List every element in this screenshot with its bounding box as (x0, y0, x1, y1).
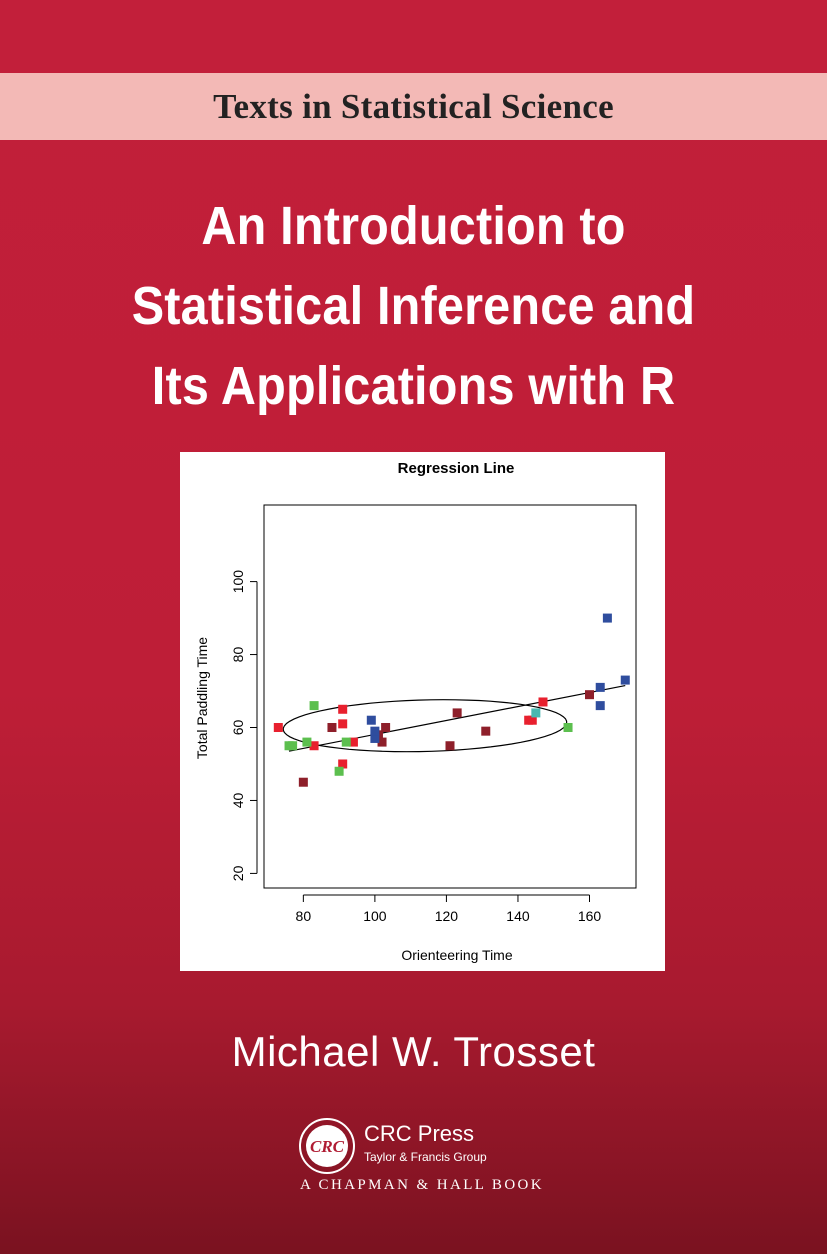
title-line-3: Its Applications with R (151, 356, 676, 416)
series-banner: Texts in Statistical Science (0, 73, 827, 140)
chart-title: Regression Line (398, 460, 515, 477)
data-point (288, 741, 298, 751)
x-tick-label: 80 (296, 908, 312, 924)
data-point (341, 737, 351, 747)
x-axis: 80 100 120 140 160 (296, 894, 602, 924)
data-point (273, 723, 283, 733)
scatter-plot: Regression Line 80 100 120 140 160 20 40 60 80 1… (194, 460, 637, 963)
x-tick-label: 160 (578, 908, 602, 924)
data-point (538, 697, 548, 707)
data-point (595, 701, 605, 711)
data-point (531, 708, 541, 718)
y-axis-label: Total Paddling Time (194, 637, 210, 759)
publisher-group: Taylor & Francis Group (364, 1150, 487, 1164)
data-point (585, 690, 594, 700)
x-tick-label: 120 (435, 908, 459, 924)
data-point (348, 737, 358, 747)
data-point (327, 723, 337, 733)
publisher-imprint: A CHAPMAN & HALL BOOK (300, 1177, 545, 1193)
data-point (338, 704, 348, 714)
crc-press-logo-icon: CRC (299, 1118, 355, 1174)
author-name: Michael W. Trosset (231, 1028, 596, 1075)
x-tick-label: 140 (506, 908, 530, 924)
data-point (338, 719, 348, 729)
data-point (620, 675, 630, 685)
series-title: Texts in Statistical Science (213, 86, 614, 126)
book-title: An Introduction to Statistical Inference… (0, 186, 827, 426)
data-point (445, 741, 455, 751)
data-point (602, 613, 612, 623)
data-point (452, 708, 462, 718)
data-point (481, 726, 491, 736)
title-line-2: Statistical Inference and (131, 276, 696, 336)
x-tick-label: 100 (363, 908, 387, 924)
y-tick-label: 80 (230, 647, 246, 663)
data-point (298, 777, 308, 787)
data-point (377, 737, 387, 747)
x-axis-label: Orienteering Time (401, 947, 512, 963)
data-point (338, 759, 348, 769)
data-point (370, 726, 380, 736)
data-point (370, 733, 380, 743)
data-point (381, 723, 391, 733)
data-point (309, 701, 319, 711)
data-point (302, 737, 312, 747)
data-point (563, 723, 573, 733)
plot-frame (263, 504, 637, 889)
publisher-name: CRC Press (364, 1121, 475, 1146)
cover-chart: Regression Line 80 100 120 140 160 20 40 60 80 1… (180, 452, 665, 971)
data-point (527, 715, 537, 725)
data-point (366, 715, 376, 725)
confidence-ellipse (282, 699, 568, 753)
y-tick-label: 40 (230, 792, 246, 808)
y-axis: 20 40 60 80 100 (230, 570, 258, 881)
title-line-1: An Introduction to (201, 196, 626, 256)
data-point (309, 741, 319, 751)
data-point (595, 682, 605, 692)
data-point (334, 766, 344, 776)
crc-logo-text: CRC (310, 1137, 345, 1156)
publisher-block: CRC CRC Press Taylor & Francis Group A C… (298, 1115, 558, 1205)
y-tick-label: 60 (230, 720, 246, 736)
y-tick-label: 100 (230, 570, 246, 594)
regression-line (288, 684, 626, 752)
y-tick-label: 20 (230, 865, 246, 881)
data-points (273, 613, 630, 787)
